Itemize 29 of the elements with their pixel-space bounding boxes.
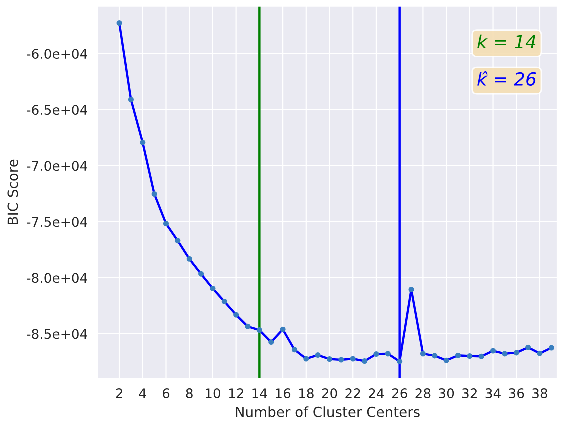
y-tick-label: -6.5e+04 [27,105,88,116]
x-tick-label: 2 [116,388,122,398]
x-tick-label: 26 [392,388,408,399]
y-tick-label: -8.5e+04 [27,329,88,340]
x-tick-label: 34 [486,388,501,399]
ref-line-label: k̂ = 26 [478,71,536,86]
y-axis-title: BIC Score [8,160,18,224]
y-tick-label: -6.0e+04 [27,49,88,60]
x-tick-label: 22 [346,388,360,398]
x-tick-label: 16 [276,388,291,399]
x-tick-label: 6 [162,388,170,399]
x-tick-label: 32 [462,388,477,399]
y-tick-label: -7.0e+04 [27,161,88,172]
x-tick-label: 38 [532,388,548,399]
ref-line-label: k = 14 [478,34,536,49]
x-tick-label: 4 [139,388,146,398]
x-tick-label: 28 [416,388,431,399]
y-tick-label: -7.5e+04 [27,217,88,228]
x-tick-label: 20 [322,388,338,399]
x-tick-label: 12 [229,388,244,398]
x-tick-label: 30 [439,388,454,399]
x-axis-title: Number of Cluster Centers [236,406,420,418]
x-tick-label: 36 [509,388,524,399]
x-tick-label: 8 [186,388,193,399]
x-tick-label: 18 [299,388,314,399]
x-tick-label: 24 [369,388,384,398]
x-tick-label: 14 [252,388,268,398]
y-tick-label: -8.0e+04 [27,273,88,284]
x-tick-label: 10 [206,388,220,399]
